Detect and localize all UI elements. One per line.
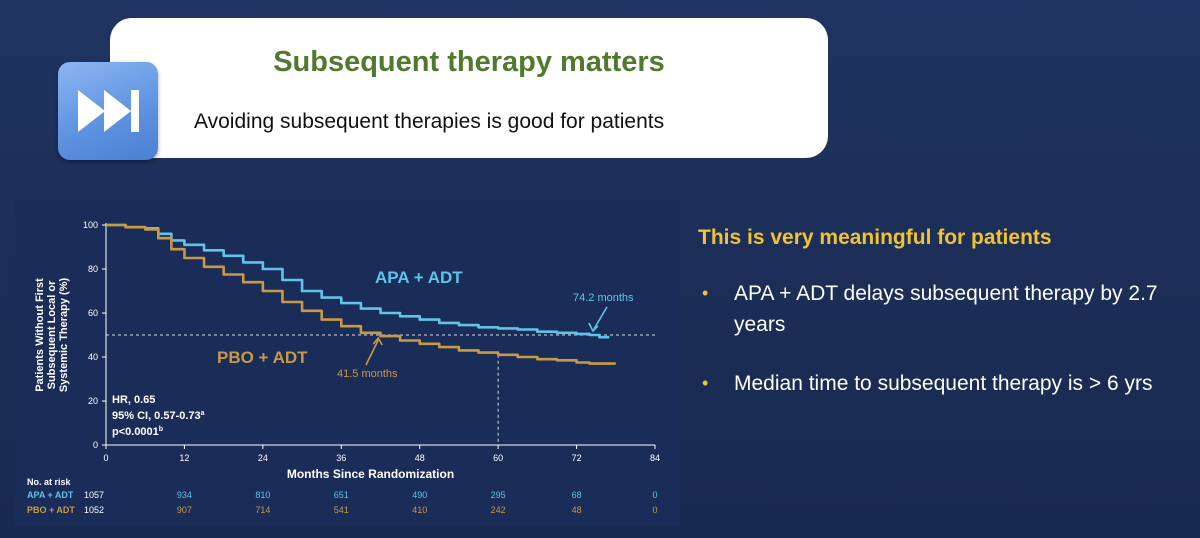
x-tick-label: 0: [103, 453, 108, 463]
x-tick-label: 36: [336, 453, 346, 463]
series-label-apa: APA + ADT: [375, 268, 463, 287]
risk-row-label: PBO + ADT: [27, 505, 75, 515]
x-tick-label: 60: [493, 453, 503, 463]
risk-row-value: 410: [412, 505, 427, 515]
pbo-adt-series-line: [106, 223, 616, 365]
x-tick-label: 24: [258, 453, 268, 463]
risk-row-value: 490: [412, 490, 427, 500]
risk-row-value: 907: [177, 505, 192, 515]
annotation-pbo-median: 41.5 months: [337, 368, 398, 380]
y-tick-label: 80: [88, 264, 98, 274]
annotation-pbo-arrow: [365, 339, 379, 366]
stats-line: HR, 0.65: [112, 394, 155, 406]
km-chart-panel: 0 20 40 60 80 100 0 12 24 36 48 60 72 84 Months Since …: [15, 200, 680, 526]
slide-subtitle: Avoiding subsequent therapies is good fo…: [194, 110, 665, 133]
risk-row-value: 68: [572, 490, 582, 500]
risk-row-value: 934: [177, 490, 192, 500]
right-panel-heading: This is very meaningful for patients: [698, 226, 1052, 249]
bullet-dot-icon: •: [702, 373, 709, 393]
annotation-apa-median: 74.2 months: [573, 292, 634, 304]
risk-row-value: 48: [572, 505, 582, 515]
y-tick-label: 60: [88, 308, 98, 318]
x-tick-label: 72: [572, 453, 582, 463]
bullet-text-1: APA + ADT delays subsequent therapy by 2…: [734, 282, 1158, 336]
series-label-pbo: PBO + ADT: [217, 348, 308, 367]
risk-row-value: 1057: [84, 490, 104, 500]
risk-row-value: 714: [255, 505, 270, 515]
annotation-apa-arrow: [593, 306, 608, 330]
risk-table-title: No. at risk: [27, 477, 72, 487]
risk-row-value: 242: [491, 505, 506, 515]
risk-row-value: 651: [334, 490, 349, 500]
km-chart: 0 20 40 60 80 100 0 12 24 36 48 60 72 84 Months Since …: [27, 220, 660, 515]
annotation-apa-arrowhead: [588, 322, 599, 333]
y-tick-label: 100: [83, 220, 98, 230]
risk-row-value: 810: [255, 490, 270, 500]
y-tick-label: 0: [93, 440, 98, 450]
risk-row-value: 0: [652, 505, 657, 515]
x-axis-title: Months Since Randomization: [287, 467, 454, 481]
header-card: Subsequent therapy matters Avoiding subs…: [110, 18, 828, 158]
risk-row-value: 0: [652, 490, 657, 500]
y-tick-label: 40: [88, 352, 98, 362]
bullet-dot-icon: •: [702, 283, 709, 303]
x-tick-label: 48: [415, 453, 425, 463]
risk-row-value: 541: [334, 505, 349, 515]
stats-line: 95% CI, 0.57-0.73a: [112, 410, 205, 422]
y-tick-label: 20: [88, 396, 98, 406]
x-tick-label: 84: [650, 453, 660, 463]
fast-forward-icon: [58, 62, 158, 160]
apa-adt-series-line: [106, 223, 610, 339]
risk-row-label: APA + ADT: [27, 490, 74, 500]
annotation-pbo-arrowhead: [372, 336, 383, 346]
risk-row-value: 295: [491, 490, 506, 500]
stats-line: p<0.0001b: [112, 426, 163, 438]
bullet-text-2: Median time to subsequent therapy is > 6…: [734, 372, 1153, 395]
y-axis-title: Patients Without FirstSubsequent Local o…: [34, 278, 70, 393]
slide-title: Subsequent therapy matters: [273, 46, 665, 78]
x-tick-label: 12: [179, 453, 189, 463]
risk-row-value: 1052: [84, 505, 104, 515]
